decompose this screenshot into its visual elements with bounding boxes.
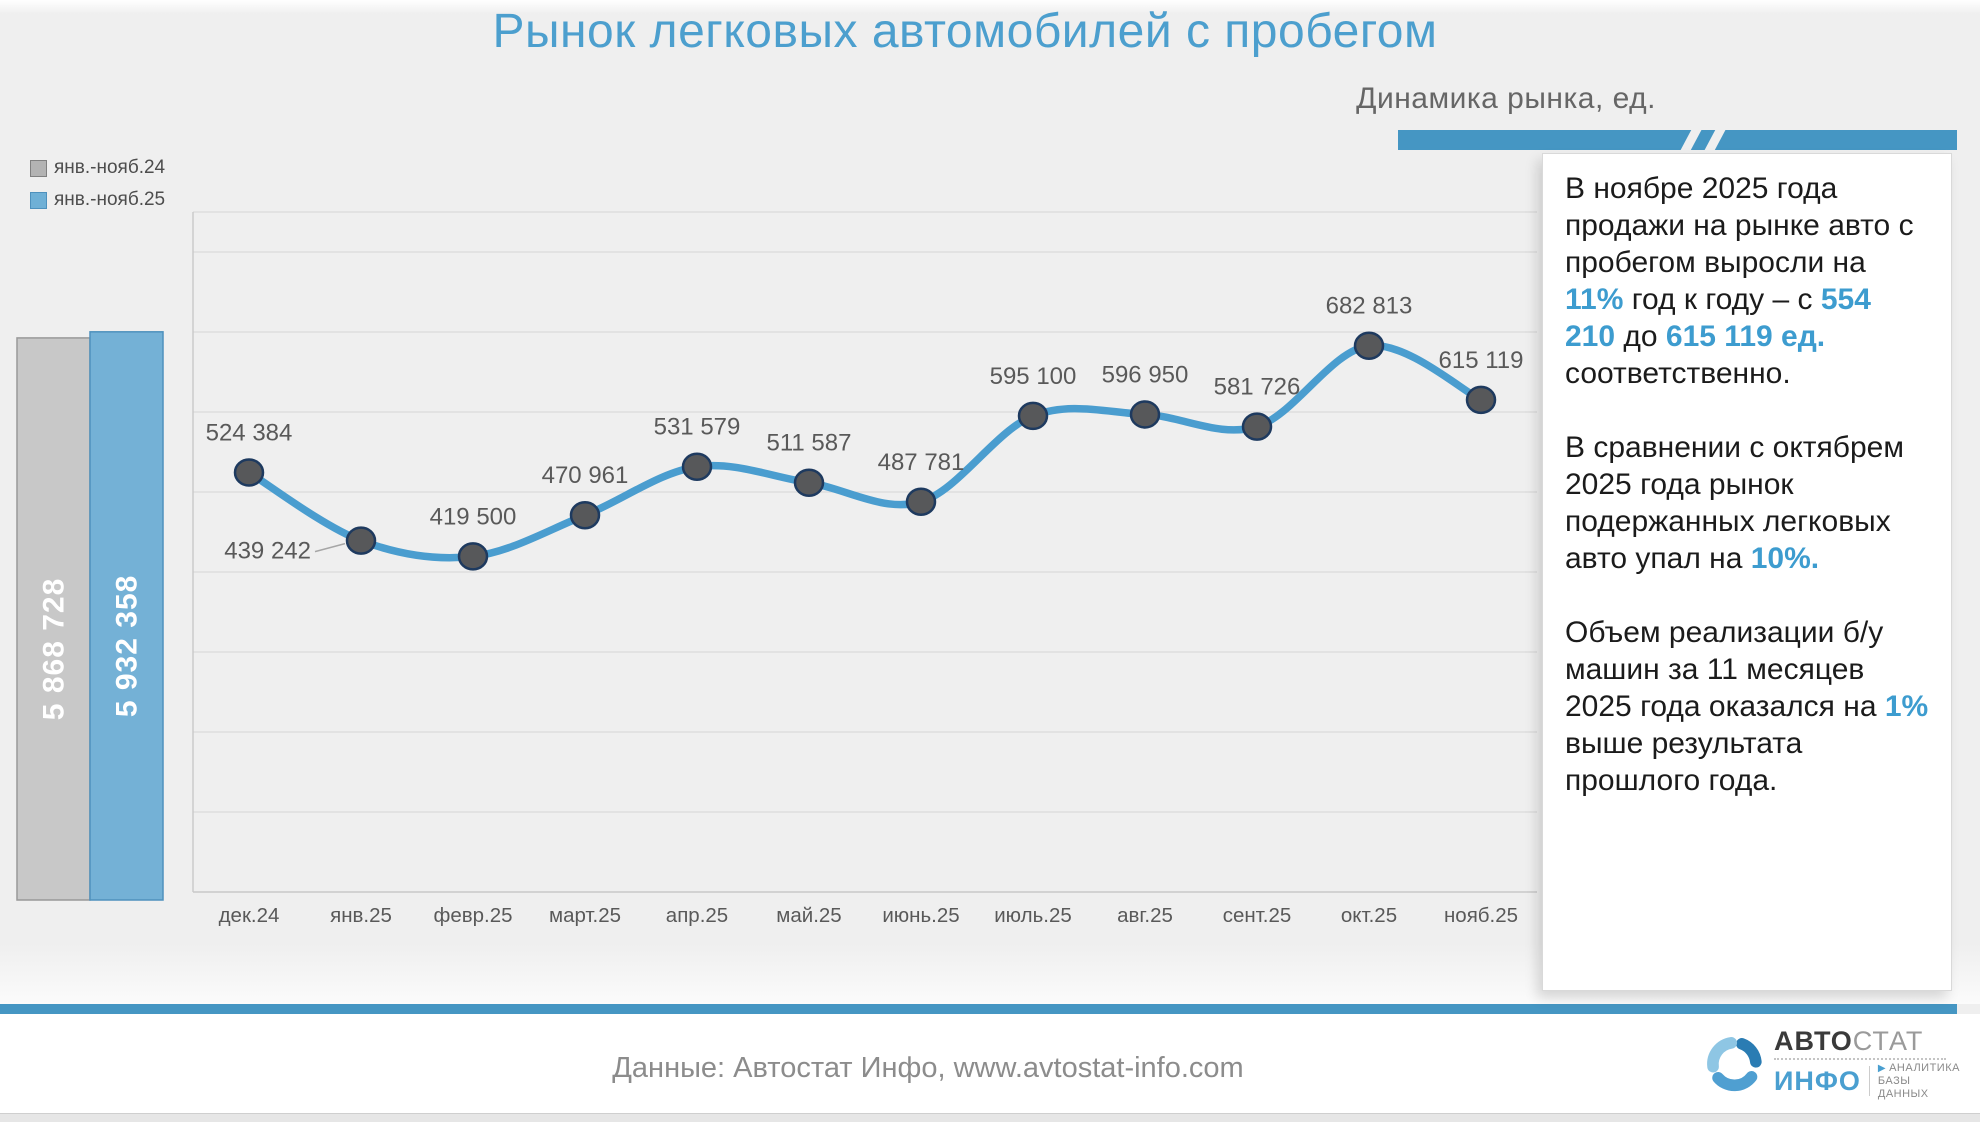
total-bar — [16, 337, 91, 901]
logo-brand-info: ИНФО — [1773, 1065, 1861, 1096]
x-axis-label: авг.25 — [1117, 904, 1173, 927]
data-label: 470 961 — [542, 462, 629, 489]
x-axis-label: февр.25 — [433, 904, 512, 927]
logo-brand-row: АВТОСТАТ — [1773, 1025, 1960, 1056]
data-point-marker — [345, 526, 377, 555]
logo-tagline: ▶ АНАЛИТИКА БАЗЫ ДАННЫХ — [1878, 1062, 1960, 1101]
avtostat-info-logo: АВТОСТАТ ИНФО ▶ АНАЛИТИКА БАЗЫ ДАННЫХ — [1705, 1026, 1960, 1102]
data-point-marker — [569, 500, 601, 530]
data-label: 419 500 — [430, 503, 517, 530]
logo-text: АВТОСТАТ ИНФО ▶ АНАЛИТИКА БАЗЫ ДАННЫХ — [1773, 1025, 1960, 1101]
logo-info-row: ИНФО ▶ АНАЛИТИКА БАЗЫ ДАННЫХ — [1774, 1062, 1960, 1101]
data-label: 531 579 — [654, 414, 741, 441]
logo-brand-stat: СТАТ — [1852, 1025, 1924, 1056]
data-label: 581 726 — [1214, 374, 1301, 401]
x-axis-label: нояб.25 — [1444, 904, 1518, 927]
card-paragraph: В ноябре 2025 года продажи на рынке авто… — [1565, 172, 1914, 390]
x-axis-label: сент.25 — [1223, 904, 1292, 927]
data-point-marker — [905, 487, 937, 517]
page-title: Рынок легковых автомобилей с пробегом — [492, 5, 1438, 58]
legend-item-label: янв.-нояб.25 — [54, 189, 166, 210]
data-label: 487 781 — [878, 449, 965, 476]
data-label: 511 587 — [767, 430, 852, 457]
insight-card: В ноябре 2025 года продажи на рынке авто… — [1542, 153, 1952, 991]
x-axis-label: окт.25 — [1341, 904, 1397, 927]
data-label: 682 813 — [1326, 293, 1413, 320]
data-label: 524 384 — [206, 419, 293, 446]
legend-item-2025: янв.-нояб.25 — [30, 188, 165, 212]
total-bar-value: 5 932 358 — [111, 575, 144, 717]
footer: Данные: Автостат Инфо, www.avtostat-info… — [0, 1014, 1980, 1113]
total-bar — [89, 331, 164, 901]
data-point-marker — [793, 468, 825, 497]
data-point-marker — [1241, 412, 1273, 441]
x-axis-label: май.25 — [776, 904, 841, 927]
x-axis-label: июль.25 — [994, 904, 1072, 927]
legend-item-2024: янв.-нояб.24 — [30, 156, 165, 180]
x-axis-label: дек.24 — [219, 904, 280, 927]
data-point-marker — [1129, 400, 1161, 429]
x-axis-labels: дек.24 янв.25 февр.25 март.25 апр.25 май.25 ию… — [219, 904, 1518, 927]
logo-swirl-icon — [1707, 1037, 1762, 1092]
data-label: 595 100 — [990, 363, 1077, 390]
data-label: 596 950 — [1102, 361, 1189, 388]
data-source-text: Данные: Автостат Инфо, www.avtostat-info… — [612, 1052, 1244, 1084]
card-paragraph: В сравнении с октябрем 2025 года рынок п… — [1565, 431, 1904, 575]
x-axis-label: апр.25 — [666, 904, 728, 927]
logo-tagline-line1: АНАЛИТИКА — [1889, 1061, 1960, 1074]
x-axis-label: март.25 — [549, 904, 621, 927]
logo-vertical-divider — [1868, 1066, 1870, 1096]
legend-swatch-gray — [30, 159, 47, 177]
data-labels: 524 384 439 242 419 500 470 961 531 579 511 5… — [206, 293, 1524, 565]
subtitle-ribbon — [1398, 130, 1957, 150]
chart-subtitle: Динамика рынка, ед. — [1356, 82, 1656, 115]
top-sheen — [0, 0, 1980, 14]
data-point-marker — [457, 542, 489, 571]
data-point-marker — [233, 458, 265, 487]
label-leader-line — [314, 542, 346, 553]
gridlines — [192, 211, 1537, 893]
x-axis-label: июнь.25 — [882, 904, 959, 927]
line-markers — [233, 331, 1497, 571]
x-axis-label: янв.25 — [330, 904, 392, 927]
card-paragraph: Объем реализации б/у машин за 11 месяцев… — [1565, 616, 1929, 797]
arrow-icon: ▶ — [1877, 1062, 1887, 1074]
data-point-marker — [1353, 331, 1385, 360]
bottom-strip — [0, 1113, 1980, 1122]
chart-legend: янв.-нояб.24 янв.-нояб.25 — [30, 156, 165, 220]
data-point-marker — [681, 452, 713, 481]
data-label: 439 242 — [224, 538, 311, 565]
legend-item-label: янв.-нояб.24 — [54, 157, 166, 178]
logo-tagline-line2: БАЗЫ ДАННЫХ — [1877, 1074, 1929, 1100]
totals-bars: 5 868 728 5 932 358 — [16, 331, 164, 901]
legend-swatch-blue — [30, 191, 47, 209]
total-bar-value: 5 868 728 — [38, 578, 71, 720]
logo-brand-avto: АВТО — [1773, 1025, 1853, 1056]
logo-dotted-divider — [1773, 1057, 1946, 1060]
data-point-marker — [1465, 385, 1497, 415]
data-point-marker — [1017, 401, 1049, 431]
data-label: 615 119 — [1439, 347, 1524, 374]
footer-accent-rule — [0, 1004, 1957, 1014]
